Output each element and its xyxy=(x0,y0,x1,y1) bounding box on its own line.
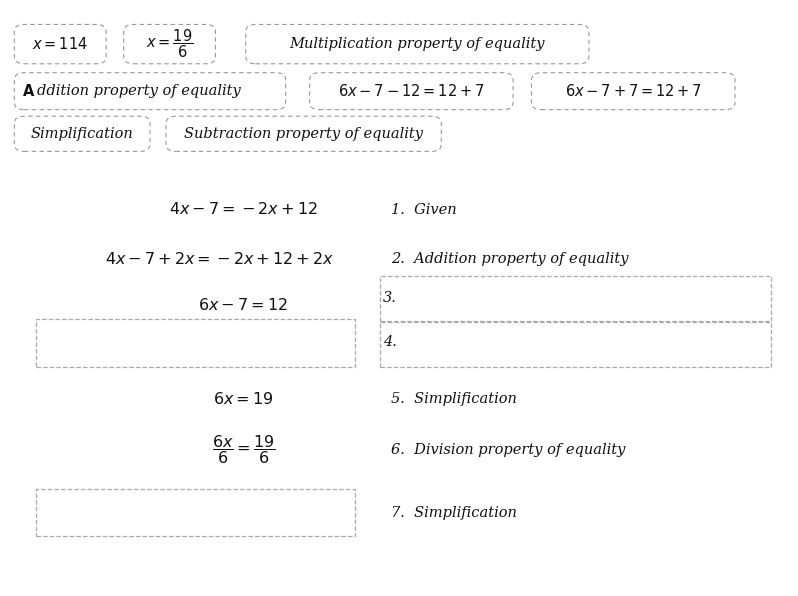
Text: 6.  Division property of equality: 6. Division property of equality xyxy=(391,443,626,457)
FancyBboxPatch shape xyxy=(14,24,106,64)
Text: $6x - 7 + 7 = 12 + 7$: $6x - 7 + 7 = 12 + 7$ xyxy=(565,83,701,99)
Bar xyxy=(380,322,771,367)
Bar xyxy=(380,276,771,321)
Text: 5.  Simplification: 5. Simplification xyxy=(391,392,517,406)
Text: Multiplication property of equality: Multiplication property of equality xyxy=(290,37,545,51)
Text: $6x = 19$: $6x = 19$ xyxy=(213,391,274,408)
FancyBboxPatch shape xyxy=(531,73,735,110)
FancyBboxPatch shape xyxy=(14,73,286,110)
Text: $x = \dfrac{19}{6}$: $x = \dfrac{19}{6}$ xyxy=(146,28,193,60)
Text: Subtraction property of equality: Subtraction property of equality xyxy=(184,127,423,141)
Bar xyxy=(36,319,355,367)
Text: 1.  Given: 1. Given xyxy=(391,203,456,217)
Text: $6x - 7 - 12 = 12 + 7$: $6x - 7 - 12 = 12 + 7$ xyxy=(338,83,484,99)
Bar xyxy=(36,489,355,536)
FancyBboxPatch shape xyxy=(124,24,215,64)
FancyBboxPatch shape xyxy=(14,116,150,151)
Text: $4x - 7 = -2x + 12$: $4x - 7 = -2x + 12$ xyxy=(169,201,318,218)
Text: $6x - 7 = 12$: $6x - 7 = 12$ xyxy=(199,297,288,313)
Text: ddition property of equality: ddition property of equality xyxy=(37,84,240,98)
Text: $\dfrac{6x}{6} = \dfrac{19}{6}$: $\dfrac{6x}{6} = \dfrac{19}{6}$ xyxy=(211,433,275,467)
Text: $x = 114$: $x = 114$ xyxy=(32,36,89,52)
Text: 2.  Addition property of equality: 2. Addition property of equality xyxy=(391,252,629,266)
FancyBboxPatch shape xyxy=(166,116,441,151)
FancyBboxPatch shape xyxy=(310,73,513,110)
Text: 3.: 3. xyxy=(383,291,397,305)
Text: Simplification: Simplification xyxy=(31,127,133,141)
Text: 4.: 4. xyxy=(383,334,397,349)
FancyBboxPatch shape xyxy=(246,24,589,64)
Text: $\mathbf{A}$: $\mathbf{A}$ xyxy=(22,83,35,99)
Text: 7.  Simplification: 7. Simplification xyxy=(391,505,517,520)
Text: $4x - 7 + 2x = -2x + 12 + 2x$: $4x - 7 + 2x = -2x + 12 + 2x$ xyxy=(105,251,334,268)
